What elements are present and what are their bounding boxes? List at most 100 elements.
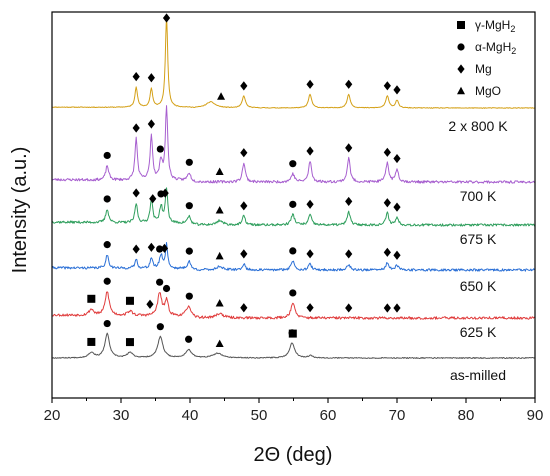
phase-marker-mg	[383, 147, 391, 157]
trace-label: 650 K	[460, 278, 497, 294]
phase-marker-mg	[345, 303, 353, 313]
phase-marker-mg	[383, 247, 391, 257]
phase-marker-mgo	[215, 206, 224, 214]
phase-marker-mg	[393, 202, 401, 212]
phase-marker-mg	[149, 194, 157, 204]
trace-label: 675 K	[460, 231, 497, 247]
trace-label: as-milled	[450, 367, 506, 383]
phase-marker-alpha	[185, 335, 193, 343]
phase-marker-mg	[345, 79, 353, 89]
phase-marker-mg	[132, 188, 140, 198]
x-tick-label: 50	[251, 407, 268, 424]
phase-marker-alpha	[157, 190, 165, 198]
phase-marker-alpha	[103, 195, 111, 203]
phase-marker-mg	[393, 250, 401, 260]
phase-marker-alpha	[288, 329, 296, 337]
phase-marker-mgo	[215, 251, 224, 260]
trace-line	[51, 14, 536, 109]
phase-marker-alpha	[289, 200, 297, 208]
x-tick-label: 60	[320, 407, 337, 424]
trace-line	[51, 332, 536, 359]
x-tick-label: 20	[44, 407, 61, 424]
phase-marker-mgo	[217, 92, 226, 100]
phase-marker-mg	[345, 249, 353, 259]
legend-label-gamma: γ-MgH2	[475, 18, 515, 34]
phase-marker-mg	[240, 148, 248, 158]
phase-marker-alpha	[103, 241, 111, 249]
phase-marker-mgo	[215, 339, 224, 348]
trace-labels: 2 x 800 K 700 K 675 K 650 K 625 K as-milled	[448, 118, 508, 383]
phase-marker-mg	[240, 81, 248, 91]
phase-marker-alpha	[289, 160, 297, 168]
phase-marker-mg	[383, 198, 391, 208]
phase-marker-alpha	[289, 247, 297, 255]
x-axis-title: 2Θ (deg)	[254, 444, 333, 466]
phase-marker-alpha	[185, 292, 193, 300]
phase-marker-mgo	[215, 167, 224, 175]
phase-marker-alpha	[156, 145, 164, 153]
trace-line	[51, 241, 536, 272]
phase-marker-mg	[393, 153, 401, 164]
legend-marker-alpha	[457, 43, 465, 51]
phase-marker-mg	[383, 303, 391, 313]
legend: γ-MgH2 α-MgH2 Mg MgO	[457, 18, 516, 98]
phase-marker-mg	[240, 249, 248, 259]
phase-marker-mgo	[215, 299, 224, 307]
legend-marker-mg	[457, 64, 465, 74]
x-tick-label: 90	[527, 407, 544, 424]
trace-line	[51, 105, 536, 184]
phase-marker-mg	[132, 244, 140, 254]
phase-marker-mg	[132, 71, 140, 82]
y-axis-title: Intensity (a.u.)	[9, 147, 31, 274]
phase-marker-mg	[306, 79, 314, 89]
phase-marker-gamma	[87, 337, 96, 346]
phase-marker-mg	[162, 13, 171, 23]
legend-label-alpha: α-MgH2	[475, 40, 516, 56]
phase-marker-mg	[147, 73, 155, 83]
phase-marker-mg	[147, 119, 155, 129]
phase-marker-mg	[345, 143, 353, 153]
phase-marker-alpha	[156, 245, 164, 253]
phase-marker-gamma	[87, 294, 96, 303]
phase-marker-mg	[240, 303, 248, 313]
phase-marker-mg	[393, 85, 401, 95]
phase-marker-mg	[132, 123, 140, 133]
phase-marker-mg	[146, 299, 154, 309]
phase-marker-alpha	[162, 284, 171, 293]
phase-marker-mg	[147, 242, 155, 252]
phase-marker-mg	[160, 243, 169, 253]
legend-label-mg: Mg	[475, 62, 492, 76]
trace-label: 700 K	[460, 188, 497, 204]
phase-marker-mg	[240, 201, 248, 211]
phase-markers	[87, 13, 401, 348]
phase-marker-alpha	[103, 151, 111, 160]
phase-marker-alpha	[185, 247, 193, 255]
x-tick-label: 30	[113, 407, 130, 424]
trace-line	[51, 187, 536, 227]
phase-marker-gamma	[125, 338, 134, 347]
phase-marker-alpha	[289, 289, 297, 297]
phase-marker-alpha	[185, 158, 193, 166]
trace-label: 625 K	[460, 324, 497, 340]
phase-marker-mg	[306, 303, 314, 313]
phase-marker-mg	[306, 249, 314, 259]
phase-marker-alpha	[103, 277, 111, 285]
diffraction-traces	[51, 14, 536, 359]
phase-marker-alpha	[185, 202, 193, 210]
x-tick-label: 70	[389, 407, 406, 424]
phase-marker-alpha	[156, 278, 164, 286]
phase-marker-mg	[383, 81, 391, 91]
phase-marker-alpha	[103, 319, 111, 328]
phase-marker-mg	[393, 303, 401, 313]
phase-marker-mg	[306, 146, 314, 156]
trace-label: 2 x 800 K	[448, 118, 508, 134]
legend-marker-mgo	[457, 86, 465, 95]
phase-marker-mg	[345, 196, 353, 207]
phase-marker-gamma	[125, 296, 134, 305]
legend-marker-gamma	[457, 21, 465, 29]
phase-marker-mg	[306, 199, 314, 209]
x-tick-label: 40	[182, 407, 199, 424]
phase-marker-alpha	[156, 323, 164, 331]
x-axis-ticks: 20 30 40 50 60 70 80 90	[44, 398, 544, 424]
